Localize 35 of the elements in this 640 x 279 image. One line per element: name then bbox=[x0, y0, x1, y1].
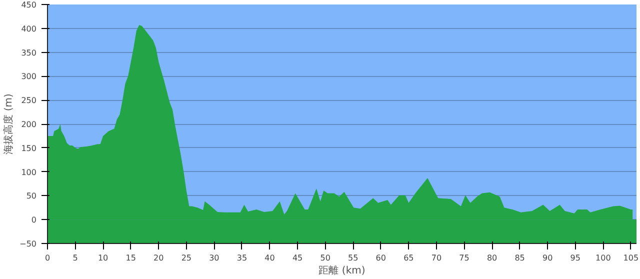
x-tick-label: 30 bbox=[209, 254, 220, 262]
y-tick-label: 300 bbox=[21, 72, 37, 82]
x-tick-label: 80 bbox=[486, 254, 498, 262]
x-tick-label: 85 bbox=[514, 254, 525, 262]
x-tick-label: 90 bbox=[542, 254, 553, 262]
x-tick-label: 35 bbox=[236, 254, 248, 262]
x-tick-label: 45 bbox=[292, 254, 303, 262]
x-tick-label: 55 bbox=[348, 254, 358, 262]
x-tick-label: 65 bbox=[404, 254, 414, 262]
x-axis-title: 距離 (km) bbox=[318, 264, 366, 276]
x-tick-label: 50 bbox=[320, 254, 330, 262]
y-tick-label: 100 bbox=[21, 168, 37, 177]
x-tick-label: 75 bbox=[459, 254, 470, 262]
x-tick-label: 20 bbox=[154, 254, 164, 262]
x-tick-label: 40 bbox=[264, 254, 275, 262]
y-axis-title: 海拔高度 (m) bbox=[2, 94, 15, 154]
x-tick-label: 25 bbox=[181, 254, 192, 262]
y-tick-label: 200 bbox=[21, 120, 37, 129]
x-tick-label: 5 bbox=[72, 254, 78, 262]
y-tick-label: 0 bbox=[31, 216, 37, 225]
x-tick-label: 95 bbox=[570, 254, 580, 262]
x-tick-label: 60 bbox=[376, 254, 386, 262]
x-tick-label: 15 bbox=[126, 254, 136, 262]
y-tick-label: 50 bbox=[26, 192, 37, 201]
y-tick-label: 450 bbox=[21, 0, 37, 10]
x-tick-label: 100 bbox=[596, 254, 611, 262]
y-tick-label: 250 bbox=[21, 96, 37, 106]
y-tick-label: −50 bbox=[20, 240, 37, 248]
y-tick-label: 150 bbox=[21, 144, 37, 153]
y-tick-label: 400 bbox=[21, 24, 37, 34]
x-tick-label: 0 bbox=[44, 254, 50, 262]
x-tick-label: 70 bbox=[431, 254, 442, 262]
x-tick-label: 105 bbox=[623, 254, 639, 262]
y-tick-label: 350 bbox=[21, 48, 37, 58]
x-tick-label: 10 bbox=[98, 254, 108, 262]
